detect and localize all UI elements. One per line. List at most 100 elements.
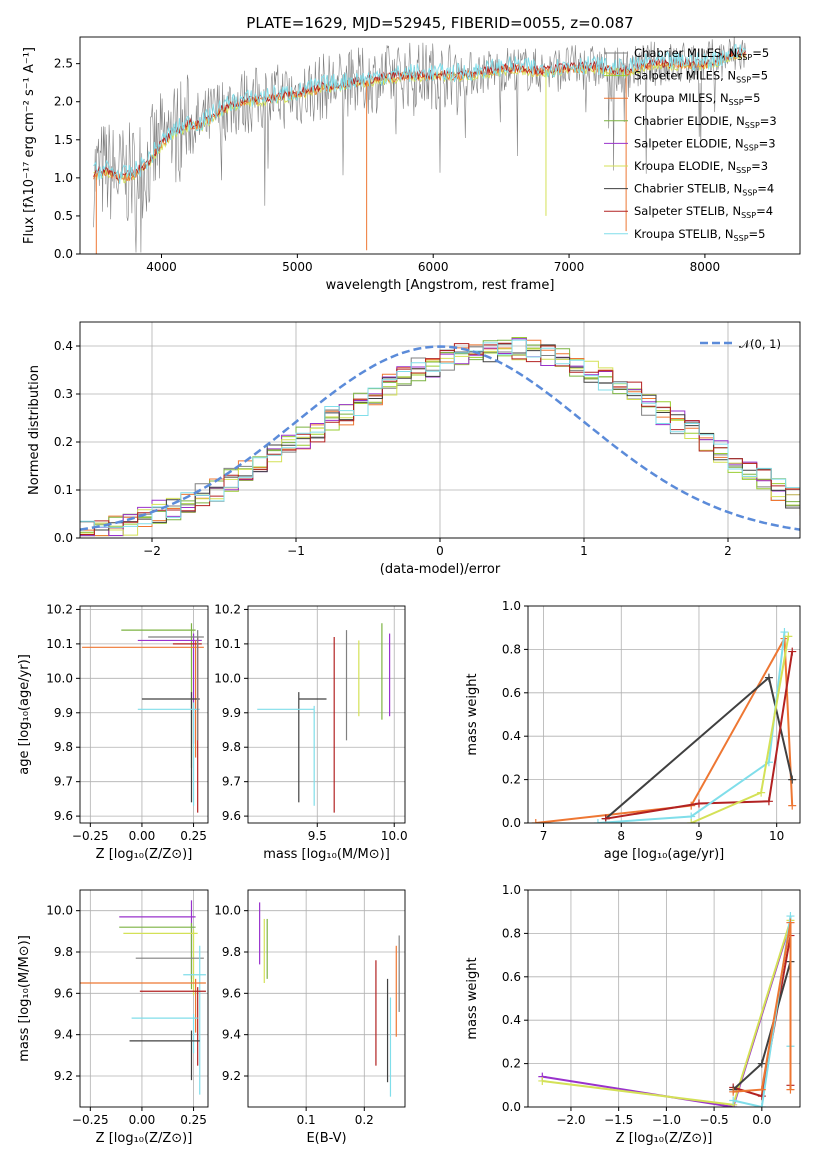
marker-kroupa_miles: [757, 1085, 766, 1094]
mass_vs_ebv-ytick-label: 9.2: [222, 1069, 241, 1083]
spectrum-ytick-label: 0.5: [54, 209, 73, 223]
series-kroupa_miles: [535, 634, 794, 823]
marker-kroupa_elodie: [757, 788, 766, 797]
spectrum-ytick-label: 0.0: [54, 247, 73, 261]
age_vs_mass-ytick-label: 10.0: [214, 671, 241, 685]
mass_vs_ebv-xlabel: E(B-V): [306, 1131, 346, 1146]
marker-salpeter_stelib: [788, 647, 797, 656]
weight_vs_age-ytick-label: 0.4: [502, 729, 521, 743]
marker-salpeter_stelib: [764, 797, 773, 806]
weight_vs_Z-axes: [524, 889, 800, 1111]
weight_vs_Z-ytick-label: 0.4: [502, 1013, 521, 1027]
mass_vs_Z-ytick-label: 9.2: [54, 1069, 73, 1083]
legend-label-salpeter_stelib: Salpeter STELIB, NSSP=4: [634, 204, 773, 220]
age_vs_mass-ytick-label: 9.6: [222, 809, 241, 823]
series-kroupa_miles: [733, 922, 792, 1093]
weight_vs_Z-ytick-label: 0.6: [502, 970, 521, 984]
spectrum-xlabel: wavelength [Angstrom, rest frame]: [326, 278, 555, 293]
age_vs_Z-ytick-label: 9.9: [54, 706, 73, 720]
residuals-xtick-label: −2: [143, 544, 161, 558]
age_vs_mass-axes: [244, 606, 405, 827]
histogram-kroupa_miles: [80, 339, 800, 537]
weight_vs_Z-xtick-label: −2.0: [556, 1113, 585, 1127]
spectrum-ylabel: Flux [fλ10⁻¹⁷ erg cm⁻² s⁻¹ A⁻¹]: [22, 47, 37, 244]
age_vs_mass-ytick-label: 10.2: [214, 602, 241, 616]
age_vs_Z-ytick-label: 9.6: [54, 809, 73, 823]
histogram-kroupa_stelib: [80, 339, 800, 528]
histogram-salpeter_stelib: [80, 342, 800, 535]
residuals-axes: [76, 322, 800, 542]
weight_vs_age-ytick-label: 0.6: [502, 686, 521, 700]
mass_vs_ebv-ytick-label: 9.8: [222, 945, 241, 959]
weight_vs_age-xtick-label: 9: [695, 829, 703, 843]
mass_vs_ebv-ytick-label: 9.6: [222, 986, 241, 1000]
legend-label-kroupa_stelib: Kroupa STELIB, NSSP=5: [634, 227, 765, 243]
marker-kroupa_elodie: [687, 819, 696, 823]
age_vs_mass-frame: [247, 605, 406, 824]
mass_vs_Z-plot: [80, 900, 206, 1095]
spectrum-ytick-label: 1.5: [54, 133, 73, 147]
age_vs_mass-xtick-label: 10.0: [381, 829, 408, 843]
series-kroupa_stelib: [597, 631, 786, 823]
legend-label-chabrier_miles: Chabrier MILES, NSSP=5: [634, 46, 769, 62]
spectrum-ytick-label: 1.0: [54, 171, 73, 185]
weight_vs_Z-xtick-label: 0.0: [752, 1113, 771, 1127]
weight_vs_Z-ylabel: mass weight: [465, 957, 480, 1039]
age_vs_mass-ytick-label: 9.8: [222, 740, 241, 754]
age_vs_Z-xtick-label: 0.25: [180, 829, 207, 843]
marker-kroupa_stelib: [729, 1096, 738, 1105]
normal-curve: [80, 345, 800, 531]
age_vs_Z-ylabel: age [log₁₀(age/yr)]: [17, 654, 32, 775]
weight_vs_age-plot: [531, 628, 797, 823]
weight_vs_Z-xtick-label: −1.0: [652, 1113, 681, 1127]
age_vs_mass-ytick-label: 9.9: [222, 706, 241, 720]
marker-salpeter_stelib: [694, 799, 703, 808]
weight_vs_age-ytick-label: 0.0: [502, 816, 521, 830]
marker-kroupa_miles: [531, 819, 540, 823]
marker-chabrier_stelib: [788, 775, 797, 784]
weight_vs_age-xlabel: age [log₁₀(age/yr)]: [604, 847, 725, 862]
age_vs_mass-xtick-label: 9.5: [308, 829, 327, 843]
spectrum-axes: [76, 63, 706, 258]
figure-title: PLATE=1629, MJD=52945, FIBERID=0055, z=0…: [246, 14, 633, 32]
weight_vs_age-xtick-label: 10: [769, 829, 784, 843]
weight_vs_age-ytick-label: 0.8: [502, 642, 521, 656]
residuals-plot: [80, 337, 800, 537]
weight_vs_Z-ytick-label: 0.8: [502, 926, 521, 940]
marker-kroupa_miles: [729, 1087, 738, 1096]
age_vs_Z-xtick-label: −0.25: [72, 829, 109, 843]
legend-label-kroupa_elodie: Kroupa ELODIE, NSSP=3: [634, 159, 768, 175]
mass_vs_ebv-plot: [259, 902, 400, 1097]
spectrum-plot: [93, 37, 747, 254]
marker-chabrier_stelib: [764, 673, 773, 682]
mass_vs_Z-axes: [76, 890, 208, 1111]
weight_vs_age-xtick-label: 8: [617, 829, 625, 843]
age_vs_Z-axes: [76, 606, 208, 827]
residuals-xtick-label: 1: [580, 544, 588, 558]
marker-kroupa_elodie: [784, 632, 793, 641]
age_vs_Z-ytick-label: 10.2: [46, 602, 73, 616]
marker-kroupa_miles: [786, 1085, 795, 1094]
mass_vs_ebv-axes: [244, 890, 405, 1111]
residuals-ytick-label: 0.0: [54, 531, 73, 545]
series-salpeter_stelib: [605, 651, 794, 820]
residuals-ylabel: Normed distribution: [27, 365, 42, 495]
marker-kroupa_stelib: [593, 819, 602, 823]
mass_vs_ebv-ytick-label: 9.4: [222, 1028, 241, 1042]
histogram-salpeter_elodie: [80, 338, 800, 537]
residuals-xtick-label: −1: [287, 544, 305, 558]
legend-label-salpeter_elodie: Salpeter ELODIE, NSSP=3: [634, 136, 776, 152]
spectrum-ytick-label: 2.5: [54, 57, 73, 71]
histogram-salpeter_miles: [80, 337, 800, 537]
mass_vs_Z-xlabel: Z [log₁₀(Z/Z⊙)]: [96, 1131, 193, 1146]
legend-label-chabrier_elodie: Chabrier ELODIE, NSSP=3: [634, 114, 777, 130]
weight_vs_age-xtick-label: 7: [540, 829, 548, 843]
residuals-ytick-label: 0.3: [54, 387, 73, 401]
mass_vs_ebv-frame: [247, 889, 406, 1108]
weight_vs_age-ytick-label: 0.2: [502, 773, 521, 787]
mass_vs_Z-frame: [79, 889, 209, 1108]
mass_vs_Z-ytick-label: 9.4: [54, 1028, 73, 1042]
residuals-frame: [79, 321, 801, 539]
spectrum-ytick-label: 2.0: [54, 95, 73, 109]
